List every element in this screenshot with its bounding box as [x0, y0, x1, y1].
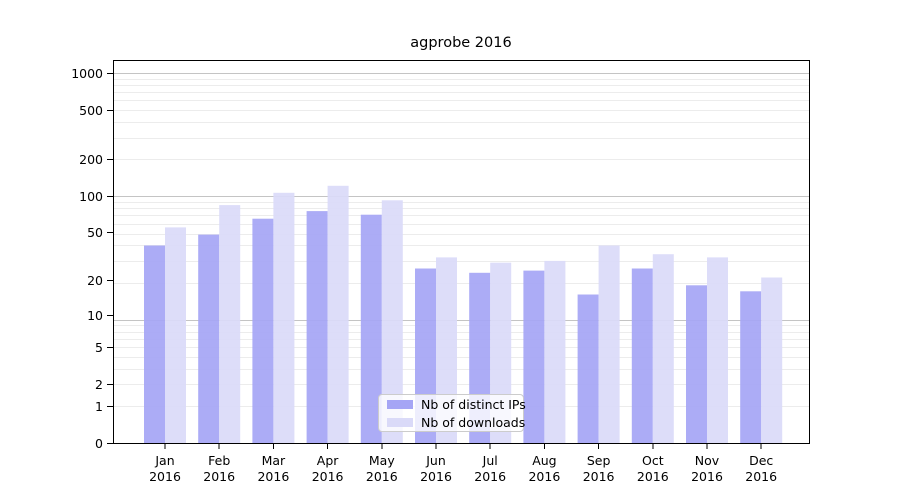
y-tick-label: 1000 [71, 66, 103, 81]
bar-distinct-ips-sep [577, 294, 599, 443]
bar-distinct-ips-feb [198, 234, 220, 443]
y-tick-label: 50 [87, 225, 103, 240]
y-tick-label: 0 [95, 436, 103, 451]
x-tick-label-year: 2016 [149, 469, 181, 484]
bar-downloads-nov [707, 257, 728, 443]
y-tick-label: 200 [79, 152, 103, 167]
plot-border [113, 60, 810, 444]
y-tick-label: 20 [87, 273, 103, 288]
bar-downloads-dec [761, 277, 783, 443]
bar-distinct-ips-mar [252, 218, 274, 443]
legend-entry-distinct-ips: Nb of distinct IPs [387, 397, 526, 412]
x-tick-label-month: Jun [425, 453, 446, 468]
bar-distinct-ips-jan [144, 245, 165, 443]
bar-distinct-ips-aug [523, 270, 545, 443]
x-tick-label-month: Feb [208, 453, 230, 468]
x-tick-label-month: May [369, 453, 395, 468]
x-tick-label-month: Oct [642, 453, 664, 468]
bar-downloads-jan [165, 227, 186, 443]
bar-downloads-may [381, 200, 403, 443]
bar-distinct-ips-oct [631, 268, 653, 443]
bar-distinct-ips-nov [686, 285, 707, 443]
bar-distinct-ips-apr [306, 211, 328, 443]
chart-title: agprobe 2016 [410, 35, 512, 51]
bar-downloads-aug [544, 260, 566, 443]
x-tick-label-month: Mar [262, 453, 286, 468]
bar-downloads-mar [273, 192, 295, 443]
x-tick-label-year: 2016 [745, 469, 777, 484]
x-tick-label-year: 2016 [637, 469, 669, 484]
legend-label-downloads: Nb of downloads [421, 414, 526, 430]
x-tick-label-month: Aug [532, 453, 556, 468]
bar-downloads-apr [327, 185, 349, 444]
legend-swatch-distinct-ips [387, 399, 413, 409]
x-tick-label-year: 2016 [583, 469, 615, 484]
bar-distinct-ips-dec [740, 291, 762, 443]
y-tick-label: 2 [95, 377, 103, 392]
x-tick-label-year: 2016 [366, 469, 398, 484]
x-tick-label-month: Jul [482, 453, 498, 468]
x-tick-label-month: Sep [587, 453, 611, 468]
x-tick-label-month: Apr [317, 453, 339, 468]
x-tick-label-month: Dec [749, 453, 773, 468]
legend-label-distinct-ips: Nb of distinct IPs [421, 396, 526, 412]
x-tick-label-month: Jan [154, 453, 174, 468]
bar-downloads-oct [652, 254, 674, 443]
x-tick-label-year: 2016 [474, 469, 506, 484]
legend-entry-downloads: Nb of downloads [387, 415, 525, 430]
x-tick-label-year: 2016 [420, 469, 452, 484]
legend: Nb of distinct IPs Nb of downloads [378, 394, 526, 432]
y-tick-label: 10 [87, 308, 103, 323]
y-tick-label: 100 [79, 189, 103, 204]
x-tick-label-year: 2016 [528, 469, 560, 484]
x-tick-label-year: 2016 [257, 469, 289, 484]
bar-downloads-sep [598, 245, 620, 443]
x-tick-label-year: 2016 [203, 469, 235, 484]
y-tick-label: 5 [95, 340, 103, 355]
y-tick-label: 1 [95, 399, 103, 414]
bar-downloads-feb [219, 205, 241, 443]
x-tick-label-year: 2016 [312, 469, 344, 484]
x-tick-label-month: Nov [695, 453, 720, 468]
legend-swatch-downloads [387, 417, 413, 427]
x-tick-label-year: 2016 [691, 469, 723, 484]
y-tick-label: 500 [79, 103, 103, 118]
bar-distinct-ips-may [360, 214, 382, 443]
